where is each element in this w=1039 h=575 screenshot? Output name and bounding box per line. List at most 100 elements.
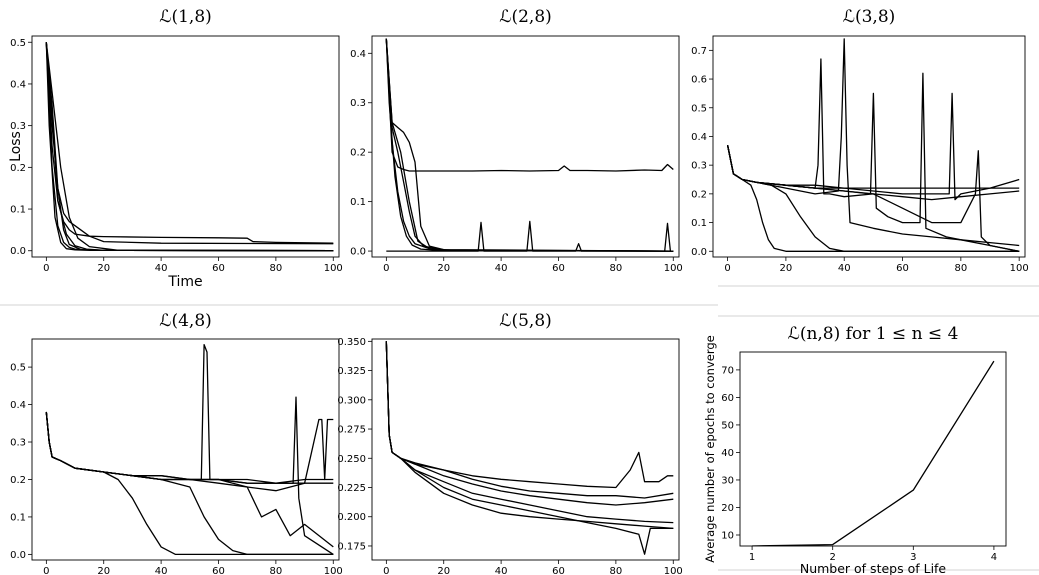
y-tick-label: 0.0 [350,247,366,258]
series-line-2 [46,42,333,243]
plot-frame [372,36,679,257]
chart-title: ℒ(4,8) [159,311,212,331]
x-tick-label: 80 [954,263,967,274]
x-tick-label: 0 [383,566,389,575]
series-line-7 [46,42,333,250]
x-axis-label: Time [167,274,202,290]
series-line-4 [46,42,333,250]
chart-title: ℒ(1,8) [159,7,212,27]
series-group [728,39,1020,251]
y-tick-label: 0.4 [691,132,707,143]
y-tick-label: 0.250 [337,454,366,465]
series-group [386,39,673,252]
y-tick-label: 0.1 [691,218,707,229]
x-tick-label: 80 [610,263,623,274]
y-axis-label: Average number of epochs to converge [703,335,717,562]
y-tick-label: 0.4 [10,79,26,90]
x-tick-label: 4 [991,552,997,563]
chart-panel-6: ℒ(n,8) for 1 ≤ n ≤ 4 1 2 3 4 10 20 30 40 50 60 70 Nu… [703,324,1006,575]
x-tick-label: 100 [324,263,343,274]
x-axis-label: Number of steps of Life [800,561,947,575]
chart-title: ℒ(5,8) [499,311,552,331]
series-line-1 [728,59,1020,200]
y-tick-label: 0.5 [10,363,26,374]
y-tick-label: 0.2 [10,163,26,174]
y-tick-label: 0.0 [691,247,707,258]
x-tick-label: 1 [749,552,755,563]
x-tick-label: 80 [270,263,283,274]
series-line-7 [46,412,333,547]
y-tick-label: 0.3 [10,121,26,132]
y-tick-label: 0.225 [337,483,366,494]
y-tick-label: 70 [721,365,734,376]
plot-frame [713,36,1025,257]
chart-panel-3: ℒ(3,8) 0 20 40 60 80 100 0.0 0.1 0.2 0.3 0.4 0.5 0.6 0… [691,7,1029,274]
series-group [46,42,333,250]
y-tick-label: 0.275 [337,425,366,436]
y-tick-label: 0.7 [691,46,707,57]
y-tick-label: 0.1 [350,197,366,208]
y-tick-label: 0.3 [10,438,26,449]
chart-panel-1: ℒ(1,8) 0 20 40 60 80 100 0.0 0.1 0.2 0.3 0.4 0.5 Time… [8,7,343,290]
x-tick-label: 60 [896,263,909,274]
chart-title: ℒ(3,8) [843,7,896,27]
y-tick-label: 0.0 [10,246,26,257]
x-tick-label: 20 [437,566,450,575]
series-line-5 [46,42,333,250]
y-tick-label: 0.5 [691,103,707,114]
x-tick-label: 100 [664,566,683,575]
x-tick-label: 20 [97,263,110,274]
series-group [46,345,333,555]
chart-panel-4: ℒ(4,8) 0 20 40 60 80 100 0.0 0.1 0.2 0.3 0.4 0.5 [10,311,343,575]
series-line-4 [728,145,1020,251]
series-line-1 [752,361,994,546]
x-tick-label: 0 [383,263,389,274]
y-tick-label: 0.0 [10,550,26,561]
y-tick-label: 50 [721,420,734,431]
series-line-3 [386,341,673,554]
series-line-5 [728,145,1020,251]
y-tick-label: 0.325 [337,366,366,377]
series-line-3 [46,42,333,250]
x-tick-label: 20 [780,263,793,274]
chart-title: ℒ(2,8) [499,7,552,27]
x-tick-label: 60 [552,263,565,274]
y-tick-label: 0.5 [10,38,26,49]
y-axis-label: Loss [8,131,24,162]
y-tick-label: 10 [721,530,734,541]
series-line-5 [386,39,673,252]
series-line-2 [386,39,673,252]
series-line-1 [386,341,673,487]
plot-frame [32,339,339,560]
y-tick-label: 0.3 [350,98,366,109]
series-line-4 [386,341,673,505]
x-tick-label: 100 [664,263,683,274]
y-tick-label: 0.2 [350,148,366,159]
series-line-4 [386,39,673,252]
x-tick-label: 20 [97,566,110,575]
plot-frame [372,339,679,560]
x-tick-label: 0 [43,263,49,274]
series-line-5 [46,397,333,554]
x-tick-label: 60 [212,263,225,274]
y-tick-label: 0.350 [337,337,366,348]
series-line-3 [728,73,1020,251]
series-line-7 [728,145,1020,251]
x-tick-label: 80 [610,566,623,575]
series-line-5 [386,341,673,528]
series-line-2 [728,39,1020,246]
series-line-6 [46,412,333,483]
x-tick-label: 40 [155,263,168,274]
series-group [752,361,994,546]
y-tick-label: 20 [721,503,734,514]
x-tick-label: 60 [552,566,565,575]
x-tick-label: 0 [724,263,730,274]
series-line-6 [386,39,673,252]
series-line-1 [386,39,673,172]
x-tick-label: 60 [212,566,225,575]
y-tick-label: 40 [721,448,734,459]
series-group [386,341,673,554]
y-tick-label: 30 [721,475,734,486]
y-tick-label: 0.6 [691,75,707,86]
